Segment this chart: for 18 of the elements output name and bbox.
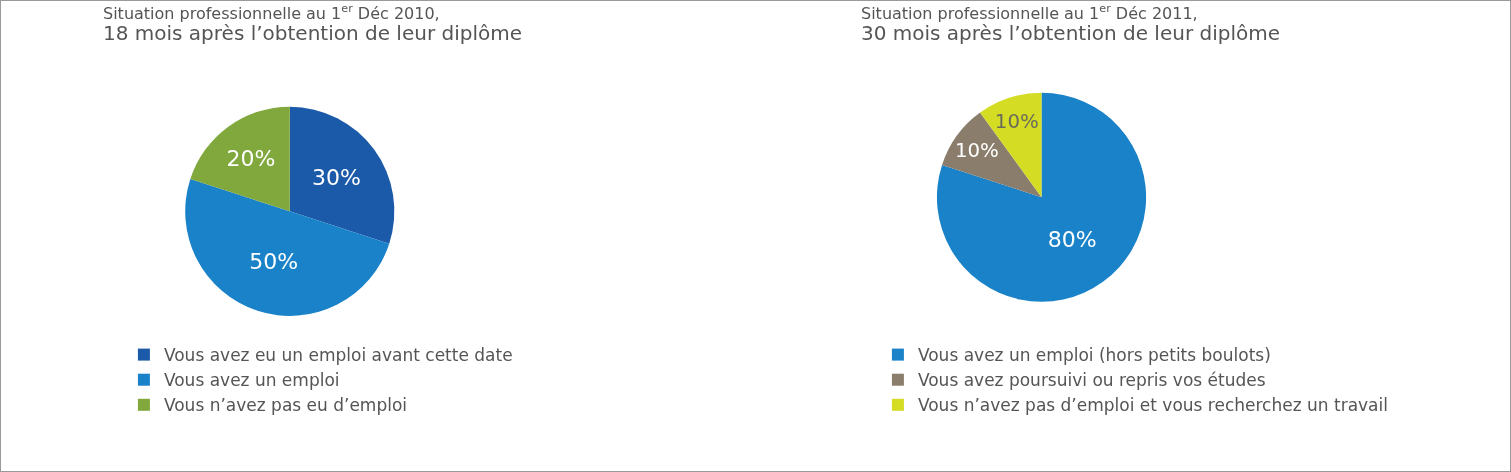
data-label: 80% (1047, 227, 1097, 253)
legend-label: Vous avez poursuivi ou repris vos études (917, 370, 1266, 391)
legend-label: Vous avez un emploi (hors petits boulots) (917, 345, 1271, 366)
pie-slice (937, 92, 1147, 302)
data-label: 20% (226, 145, 276, 171)
pie-slice (190, 106, 290, 212)
pie-slice (942, 112, 1042, 198)
legend-label: Vous n’avez pas eu d’emploi (163, 395, 408, 416)
data-label: 10% (954, 139, 999, 163)
chart-title: Situation professionnelle au 1$^{er}$ Déc 2011, (861, 2, 1198, 23)
legend-label: Vous avez eu un emploi avant cette date (163, 345, 513, 366)
chart-title: Situation professionnelle au 1$^{er}$ Déc 2010, (103, 2, 440, 23)
pie-slice (289, 106, 395, 244)
legend-label: Vous avez un emploi (163, 370, 340, 391)
data-label: 10% (994, 109, 1039, 133)
legend-label: Vous n’avez pas d’emploi et vous recherchez un travail (917, 395, 1388, 416)
data-label: 50% (249, 248, 299, 274)
data-label: 30% (312, 164, 361, 190)
